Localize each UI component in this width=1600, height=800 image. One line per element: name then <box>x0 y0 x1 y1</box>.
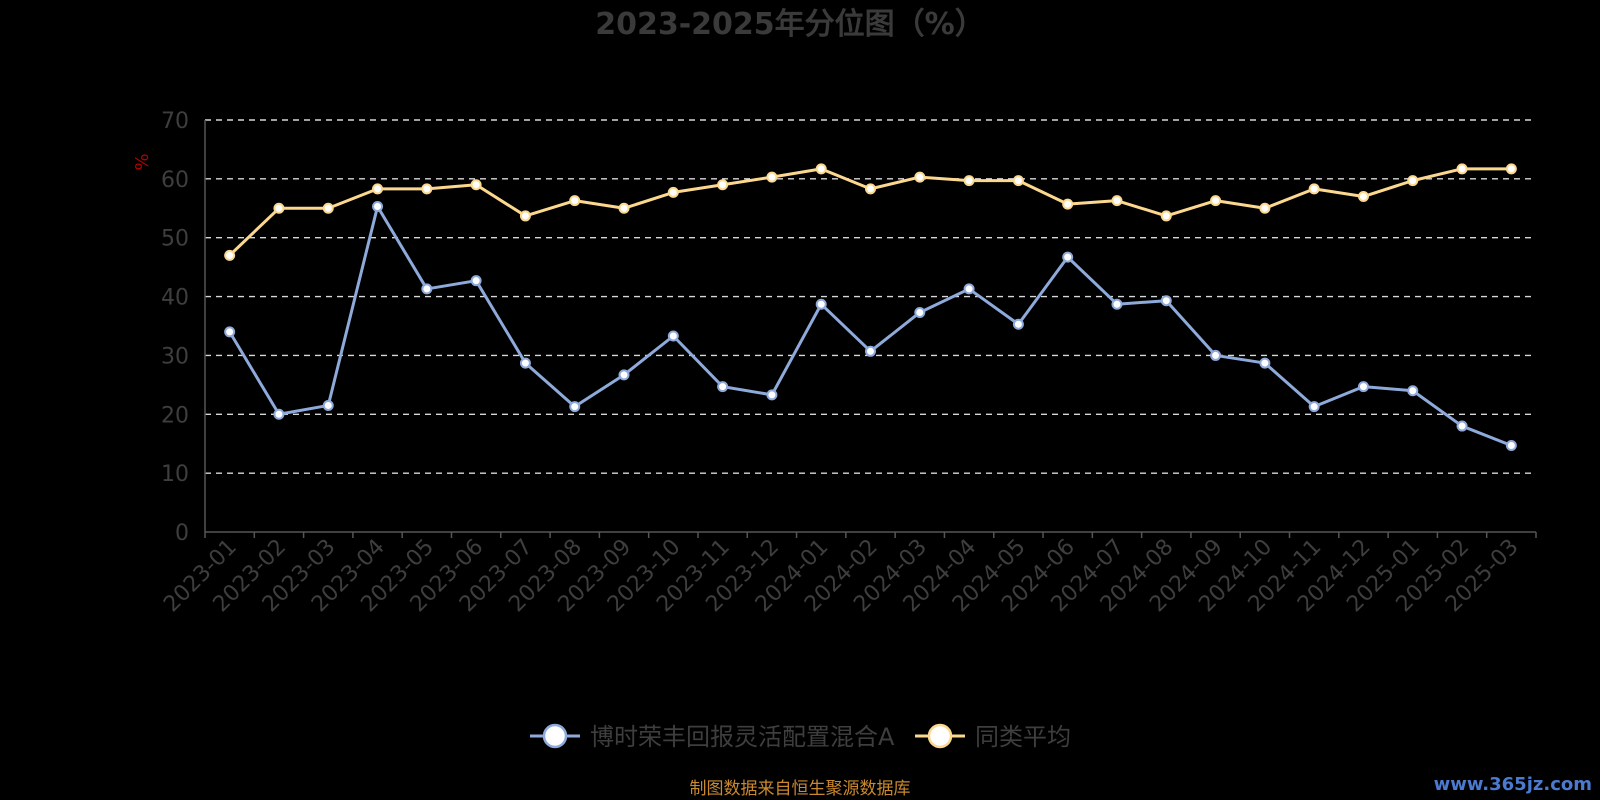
data-point[interactable] <box>717 381 729 393</box>
y-tick-label: 10 <box>161 462 189 487</box>
data-point[interactable] <box>273 202 285 214</box>
data-point[interactable] <box>322 399 334 411</box>
data-point[interactable] <box>1160 210 1172 222</box>
series-line-1 <box>228 167 1512 257</box>
data-point[interactable] <box>1407 175 1419 187</box>
legend-label-1[interactable]: 同类平均 <box>975 723 1071 751</box>
legend-label-0[interactable]: 博时荣丰回报灵活配置混合A <box>590 723 895 751</box>
data-point[interactable] <box>1259 357 1271 369</box>
data-point[interactable] <box>1259 202 1271 214</box>
y-tick-label: 60 <box>161 168 189 193</box>
data-point[interactable] <box>224 249 236 261</box>
data-point[interactable] <box>618 202 630 214</box>
data-point[interactable] <box>569 401 581 413</box>
data-point[interactable] <box>1308 183 1320 195</box>
y-tick-label: 20 <box>161 403 189 428</box>
y-axis-ticks: 0 10 20 30 40 50 60 70 <box>161 109 189 546</box>
data-point[interactable] <box>470 275 482 287</box>
data-point[interactable] <box>963 175 975 187</box>
data-point[interactable] <box>421 183 433 195</box>
data-point[interactable] <box>1111 195 1123 207</box>
data-point[interactable] <box>963 283 975 295</box>
y-axis-unit-label: % <box>132 153 153 170</box>
data-point[interactable] <box>1160 295 1172 307</box>
data-point[interactable] <box>1407 385 1419 397</box>
data-point[interactable] <box>667 186 679 198</box>
data-point[interactable] <box>372 183 384 195</box>
data-point[interactable] <box>766 389 778 401</box>
data-point[interactable] <box>1505 439 1517 451</box>
chart-title: 2023-2025年分位图（%） <box>595 7 985 42</box>
y-tick-label: 50 <box>161 227 189 252</box>
series-line-0 <box>228 205 1512 447</box>
data-point[interactable] <box>519 210 531 222</box>
data-point[interactable] <box>1505 163 1517 175</box>
data-point[interactable] <box>519 357 531 369</box>
legend: 博时荣丰回报灵活配置混合A 同类平均 <box>530 723 1071 751</box>
data-point[interactable] <box>1012 318 1024 330</box>
data-point[interactable] <box>1456 420 1468 432</box>
data-point[interactable] <box>1012 175 1024 187</box>
data-point[interactable] <box>1357 191 1369 203</box>
data-point[interactable] <box>273 408 285 420</box>
data-point[interactable] <box>1111 298 1123 310</box>
data-point[interactable] <box>1357 381 1369 393</box>
data-point[interactable] <box>1062 251 1074 263</box>
data-point[interactable] <box>865 183 876 195</box>
data-point[interactable] <box>914 306 926 318</box>
data-source-note: 制图数据来自恒生聚源数据库 <box>690 779 911 799</box>
data-point[interactable] <box>865 345 876 357</box>
data-point[interactable] <box>1062 198 1074 210</box>
x-axis-ticks: 2023-012023-022023-032023-042023-052023-… <box>159 532 1537 617</box>
data-point[interactable] <box>815 163 827 175</box>
data-point[interactable] <box>717 179 729 191</box>
data-point[interactable] <box>815 298 827 310</box>
axes <box>204 120 1536 533</box>
data-point[interactable] <box>1456 163 1468 175</box>
y-tick-label: 30 <box>161 344 189 369</box>
grid-lines <box>205 119 1536 474</box>
data-point[interactable] <box>914 171 926 183</box>
data-point[interactable] <box>1308 401 1320 413</box>
series-layer <box>224 163 1517 451</box>
data-point[interactable] <box>421 283 433 295</box>
data-point[interactable] <box>470 179 482 191</box>
watermark: www.365jz.com <box>1434 774 1592 795</box>
data-point[interactable] <box>372 201 384 213</box>
y-tick-label: 70 <box>161 109 189 134</box>
y-tick-label: 0 <box>175 521 189 546</box>
data-point[interactable] <box>1210 349 1222 361</box>
legend-marker-1[interactable] <box>927 723 953 749</box>
y-tick-label: 40 <box>161 286 189 311</box>
data-point[interactable] <box>766 171 778 183</box>
legend-marker-0[interactable] <box>542 723 568 749</box>
data-point[interactable] <box>322 202 334 214</box>
data-point[interactable] <box>1210 195 1222 207</box>
data-point[interactable] <box>224 326 236 338</box>
data-point[interactable] <box>569 195 581 207</box>
data-point[interactable] <box>618 369 630 381</box>
data-point[interactable] <box>667 330 679 342</box>
